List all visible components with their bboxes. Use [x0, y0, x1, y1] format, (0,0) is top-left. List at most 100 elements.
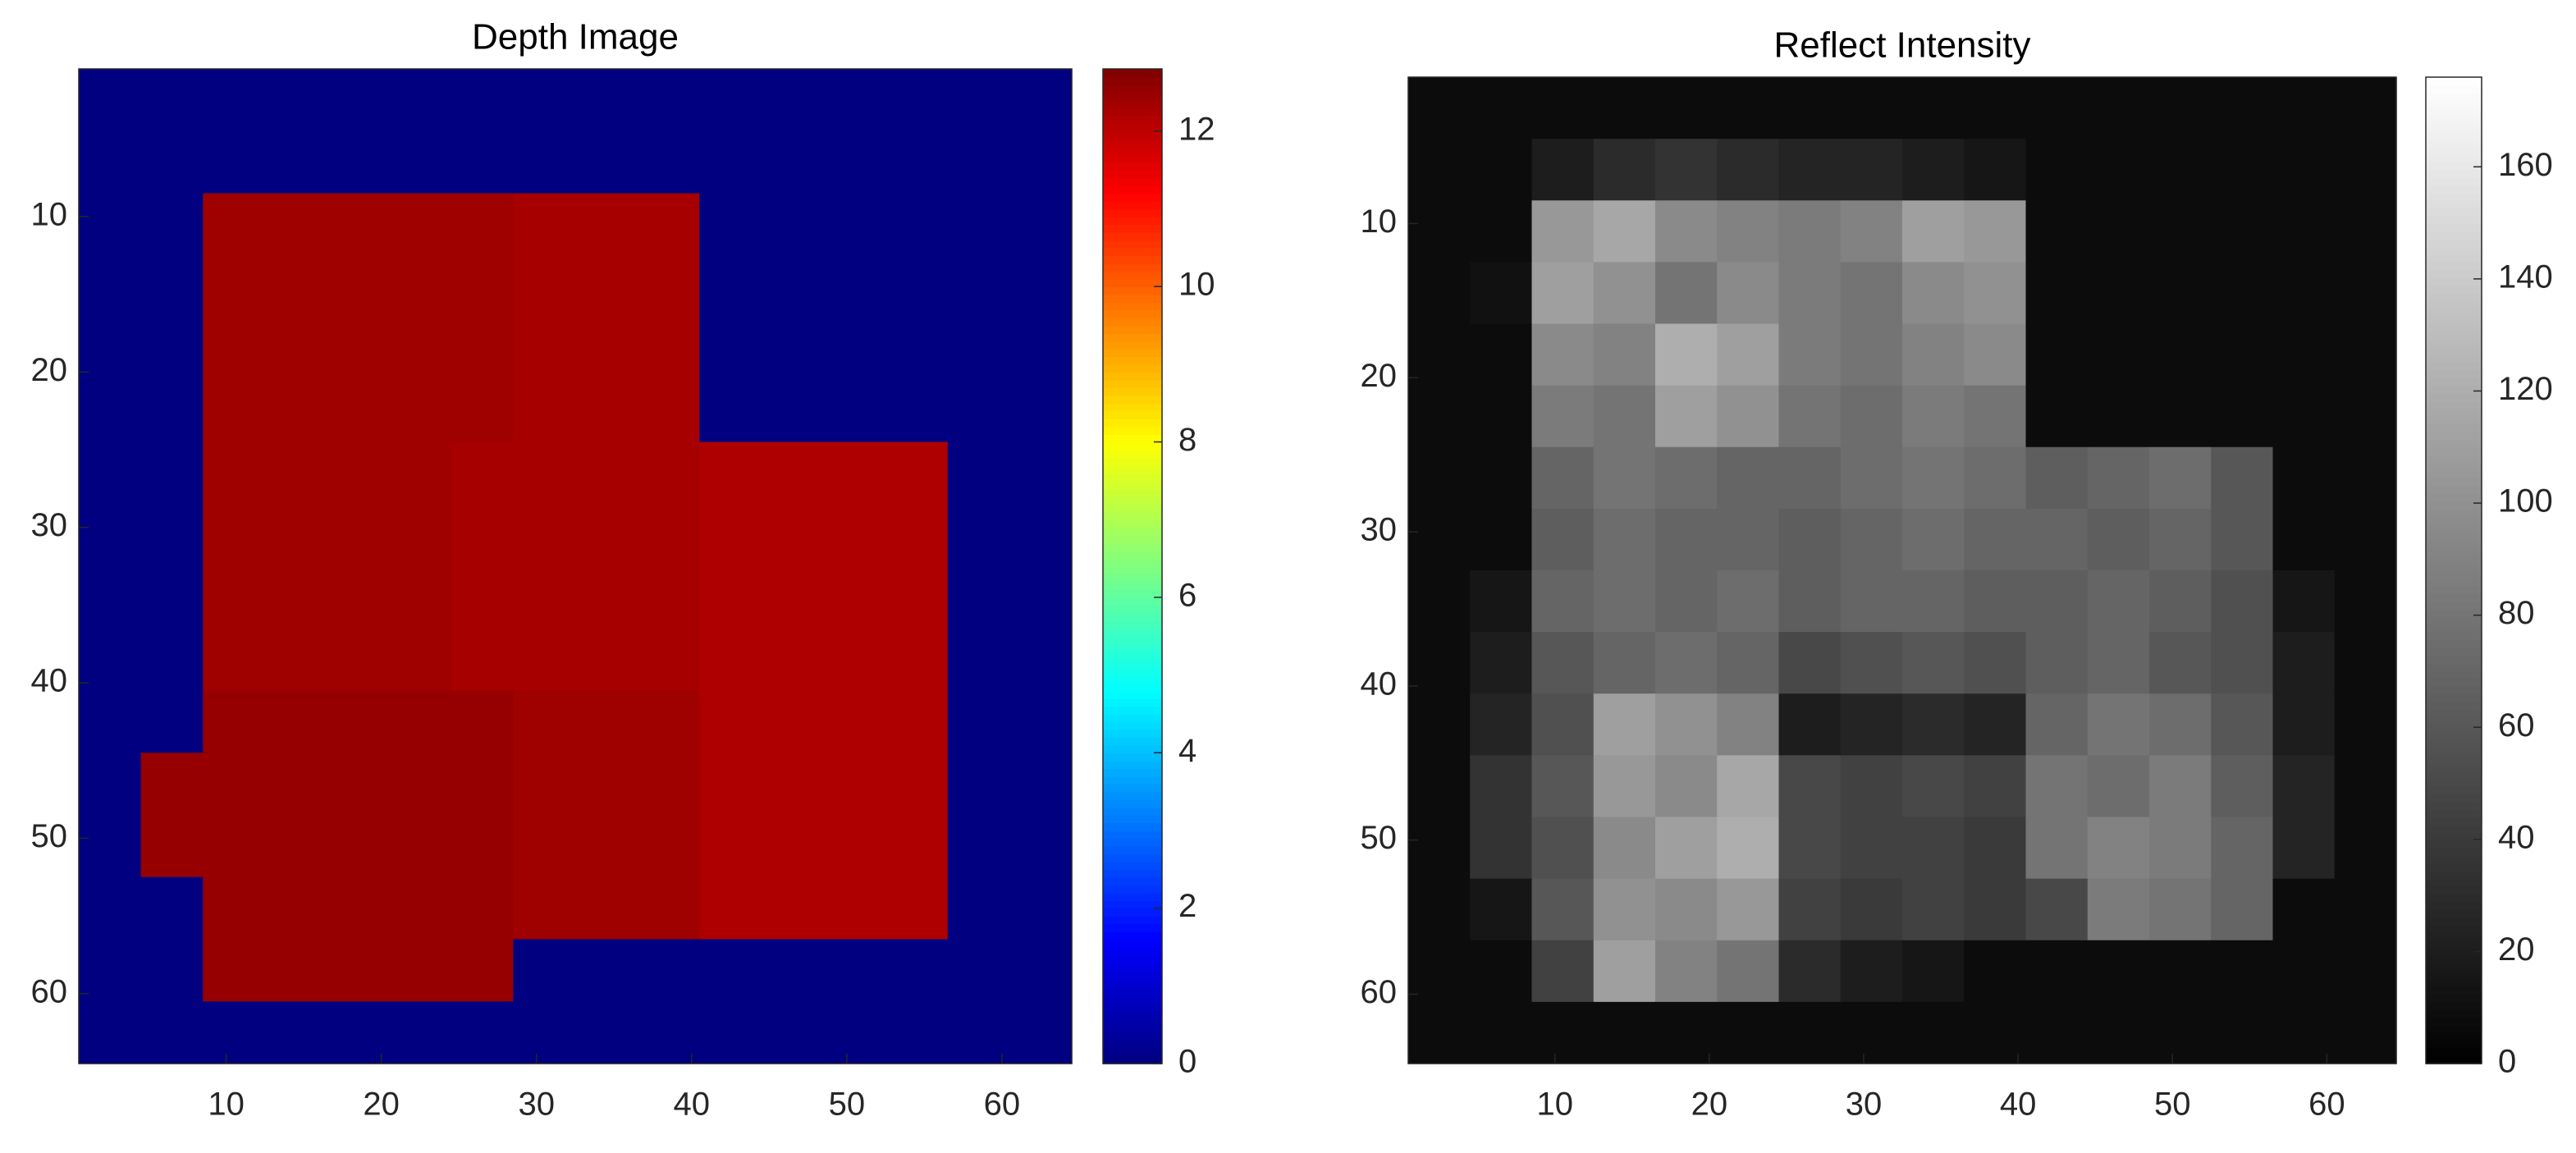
heatmap-cell: [2334, 139, 2397, 201]
heatmap-cell: [451, 379, 514, 443]
chart-title: Reflect Intensity: [1773, 25, 2030, 66]
heatmap-cell: [2334, 693, 2397, 756]
colorbar-segment: [1103, 675, 1162, 684]
heatmap-cell: [1531, 940, 1595, 1003]
heatmap-cell: [79, 876, 142, 940]
heatmap-cell: [327, 504, 390, 567]
heatmap-cell: [513, 690, 576, 753]
heatmap-cell: [823, 566, 886, 629]
heatmap-cell: [1902, 1001, 1965, 1064]
colorbar-segment: [2426, 701, 2482, 710]
heatmap-cell: [2272, 940, 2336, 1003]
heatmap-cell: [947, 504, 1010, 567]
heatmap-cell: [1408, 817, 1471, 880]
heatmap-cell: [637, 318, 700, 381]
heatmap-cell: [2087, 755, 2150, 818]
colorbar-segment: [2426, 346, 2482, 355]
heatmap-cell: [79, 255, 142, 318]
heatmap-cell: [1593, 385, 1656, 448]
colorbar-segment: [2426, 601, 2482, 610]
heatmap-cell: [2211, 755, 2274, 818]
heatmap-cell: [2272, 508, 2336, 571]
colorbar-segment: [2426, 832, 2482, 841]
colorbar-segment: [2426, 385, 2482, 394]
heatmap-cell: [575, 442, 638, 505]
colorbar-segment: [1103, 744, 1162, 754]
axes-frame: [78, 68, 1073, 1064]
heatmap-cell: [2149, 77, 2212, 140]
colorbar-segment: [1103, 457, 1162, 466]
heatmap-cell: [203, 379, 266, 443]
colorbar-segment: [2426, 108, 2482, 117]
heatmap-cell: [2087, 570, 2150, 633]
colorbar-tick-label: 60: [2498, 707, 2535, 744]
heatmap-cell: [1717, 632, 1780, 694]
heatmap-cell: [823, 255, 886, 318]
colorbar-segment: [2426, 948, 2482, 957]
heatmap-cell: [947, 628, 1010, 692]
colorbar-segment: [2426, 231, 2482, 240]
colorbar-segment: [1103, 231, 1162, 241]
heatmap-cell: [451, 1001, 514, 1064]
heatmap-cell: [947, 939, 1010, 1002]
heatmap-cell: [1408, 632, 1471, 694]
heatmap-cell: [2025, 693, 2089, 756]
heatmap-cell: [1470, 570, 1533, 633]
heatmap-cell: [699, 939, 762, 1002]
heatmap-cell: [2025, 139, 2089, 201]
heatmap-cell: [1655, 262, 1718, 325]
heatmap-cell: [1964, 755, 2027, 818]
heatmap-cell: [699, 193, 762, 256]
colorbar-segment: [2426, 585, 2482, 594]
heatmap-cell: [1902, 508, 1965, 571]
colorbar-segment: [2426, 909, 2482, 918]
heatmap-cell: [1902, 693, 1965, 756]
heatmap-cell: [140, 876, 204, 940]
heatmap-cell: [79, 939, 142, 1002]
colorbar-segment: [1103, 1055, 1162, 1064]
colorbar-segment: [2426, 639, 2482, 648]
heatmap-cell: [637, 504, 700, 567]
heatmap-cell: [699, 504, 762, 567]
colorbar-segment: [1103, 535, 1162, 544]
heatmap-cell: [1009, 628, 1073, 692]
colorbar-segment: [2426, 1025, 2482, 1034]
colorbar-tick-label: 12: [1178, 111, 1215, 147]
heatmap-cell: [389, 753, 452, 816]
colorbar-segment: [2426, 455, 2482, 464]
heatmap-cell: [1964, 446, 2027, 510]
colorbar-segment: [2426, 1017, 2482, 1026]
heatmap-cell: [1778, 570, 1842, 633]
colorbar-segment: [1103, 721, 1162, 730]
colorbar-segment: [2426, 92, 2482, 101]
heatmap-cell: [264, 815, 328, 878]
heatmap-cell: [575, 255, 638, 318]
colorbar-segment: [1103, 845, 1162, 855]
heatmap-cell: [203, 193, 266, 256]
colorbar-tick-label: 20: [2498, 931, 2535, 968]
heatmap-cell: [2272, 446, 2336, 510]
heatmap-cell: [2211, 262, 2274, 325]
heatmap-cell: [761, 1001, 825, 1064]
colorbar-tick-label: 160: [2498, 147, 2553, 183]
colorbar-segment: [2426, 469, 2482, 479]
colorbar-segment: [1103, 464, 1162, 474]
heatmap-cell: [1470, 446, 1533, 510]
colorbar-segment: [2426, 1009, 2482, 1018]
y-tick-label: 20: [1361, 358, 1398, 394]
heatmap-cell: [1717, 878, 1780, 941]
heatmap-cell: [699, 69, 762, 132]
colorbar-segment: [2426, 886, 2482, 895]
colorbar-segment: [1103, 784, 1162, 793]
heatmap-cell: [327, 753, 390, 816]
heatmap-cell: [575, 815, 638, 878]
heatmap-cell: [140, 939, 204, 1002]
heatmap-cell: [79, 69, 142, 132]
heatmap-cell: [2025, 817, 2089, 880]
heatmap-cell: [2025, 570, 2089, 633]
heatmap-cell: [451, 504, 514, 567]
heatmap-cell: [1470, 755, 1533, 818]
heatmap-cell: [327, 255, 390, 318]
heatmap-cell: [1655, 77, 1718, 140]
